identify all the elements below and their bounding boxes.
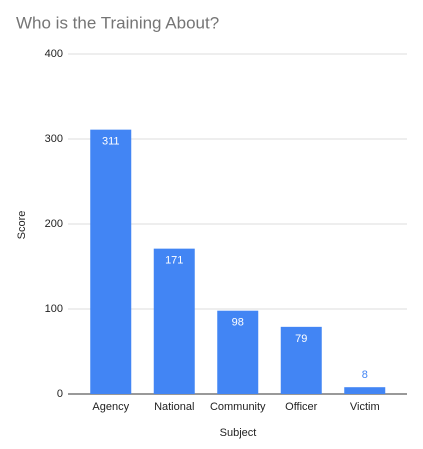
bar [280, 326, 322, 394]
x-tick-label: Community [210, 401, 266, 413]
y-tick-label: 100 [45, 303, 63, 315]
x-tick-label: Agency [92, 401, 129, 413]
data-label: 311 [102, 136, 120, 148]
y-tick-label: 400 [45, 48, 63, 60]
bar [344, 387, 386, 394]
data-label: 98 [232, 317, 244, 329]
data-label: 171 [165, 255, 183, 267]
y-axis-label: Score [16, 211, 28, 240]
x-axis-label: Subject [220, 427, 257, 439]
bar [217, 310, 259, 394]
x-tick-label: Officer [285, 401, 318, 413]
x-tick-label: Victim [350, 401, 380, 413]
y-tick-label: 200 [45, 218, 63, 230]
data-label: 8 [362, 369, 368, 381]
y-tick-label: 300 [45, 133, 63, 145]
chart-title: Who is the Training About? [16, 13, 219, 32]
y-tick-label: 0 [57, 388, 63, 400]
x-tick-label: National [154, 401, 194, 413]
bar [153, 248, 195, 394]
bar [90, 129, 132, 394]
data-label: 79 [295, 333, 307, 345]
